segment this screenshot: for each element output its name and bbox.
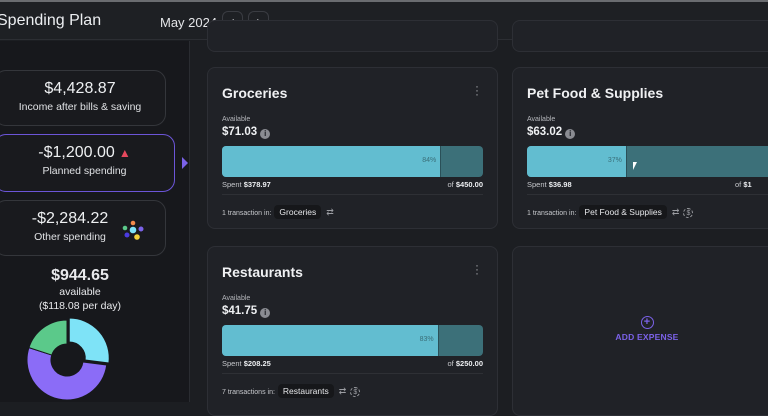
budget-card: Pet Food & Supplies Available $63.02 i 37…: [512, 67, 768, 229]
progress-fill: 37%: [527, 146, 627, 177]
budget-card: Restaurants · · · Available $41.75 i 83% Sp…: [207, 246, 498, 416]
available-amount: $63.02: [527, 126, 563, 138]
available-label: Available: [222, 116, 251, 123]
available-label: Available: [222, 295, 251, 302]
page-title: Spending Plan: [0, 12, 102, 29]
spent-amount: $36.98: [548, 180, 572, 189]
mouse-cursor-icon: [633, 162, 637, 170]
budget-text: of $1: [735, 180, 768, 189]
of-label: of: [447, 359, 454, 368]
selected-arrow-icon: [182, 157, 188, 169]
budget-amount: $1: [743, 180, 752, 189]
planned-spending-card[interactable]: -$1,200.00 ▲ Planned spending: [0, 134, 175, 192]
budget-text: of $450.00: [433, 180, 483, 189]
spent-text: Spent $208.25: [222, 359, 271, 368]
dollar-sync-icon[interactable]: $: [350, 387, 361, 397]
divider: [222, 373, 483, 374]
categories-dots-icon: [122, 220, 144, 240]
sidebar: $4,428.87 Income after bills & saving -$…: [0, 41, 190, 402]
budget-amount: $450.00: [455, 180, 483, 189]
spent-label: Spent: [222, 359, 242, 368]
info-icon[interactable]: i: [260, 308, 271, 318]
divider: [222, 194, 483, 195]
other-spending-card[interactable]: -$2,284.22 Other spending: [0, 200, 166, 256]
category-chip[interactable]: Groceries: [274, 205, 322, 219]
card-title: Groceries: [222, 85, 288, 101]
progress-bar: 83%: [222, 325, 483, 356]
spent-text: Spent $36.98: [527, 180, 572, 189]
available-label: Available: [527, 116, 556, 123]
repeat-icon[interactable]: ⇄: [338, 386, 347, 396]
add-expense-card[interactable]: + ADD EXPENSE: [512, 246, 768, 416]
spent-label: Spent: [222, 180, 242, 189]
per-day-label: ($118.08 per day): [38, 300, 122, 312]
donut-segment-planned: [28, 319, 68, 356]
income-label: Income after bills & saving: [18, 101, 142, 113]
progress-bar: 37%: [527, 146, 768, 177]
repeat-icon[interactable]: ⇄: [326, 207, 334, 217]
spent-amount: $208.25: [243, 359, 271, 368]
progress-percent: 37%: [607, 157, 622, 164]
plus-circle-icon: +: [640, 316, 654, 329]
category-chip[interactable]: Restaurants: [277, 384, 334, 398]
available-amount: $944.65: [51, 267, 109, 284]
transaction-count: 1 transaction in:: [527, 210, 577, 217]
window-edge: [0, 0, 768, 2]
category-chip[interactable]: Pet Food & Supplies: [579, 205, 667, 219]
transaction-count: 7 transactions in:: [222, 389, 275, 396]
progress-fill: 83%: [222, 325, 439, 356]
transaction-count: 1 transaction in:: [222, 210, 272, 217]
info-icon[interactable]: i: [260, 129, 271, 139]
card-title: Pet Food & Supplies: [527, 85, 664, 101]
available-label: available: [59, 286, 101, 298]
available-amount: $41.75: [222, 305, 258, 317]
more-options-icon[interactable]: · · ·: [475, 79, 479, 101]
spent-text: Spent $378.97: [222, 180, 271, 189]
repeat-icon[interactable]: ⇄: [671, 207, 680, 217]
add-expense-button[interactable]: + ADD EXPENSE: [513, 312, 768, 342]
donut-segment-other: [26, 347, 108, 401]
add-expense-label: ADD EXPENSE: [615, 332, 679, 342]
other-amount: -$2,284.22: [31, 210, 109, 227]
dollar-sync-icon[interactable]: $: [683, 208, 694, 218]
month-label: May 2024: [160, 15, 218, 30]
income-amount: $4,428.87: [44, 80, 116, 97]
warning-icon: ▲: [118, 146, 131, 160]
divider: [527, 194, 768, 195]
progress-fill: 84%: [222, 146, 442, 177]
donut-segment-available: [68, 317, 110, 364]
planned-amount: -$1,200.00: [38, 144, 115, 161]
progress-percent: 83%: [419, 336, 434, 343]
partial-card: [207, 20, 498, 52]
spent-label: Spent: [527, 180, 547, 189]
info-icon[interactable]: i: [565, 129, 576, 139]
card-title: Restaurants: [222, 264, 303, 280]
budget-amount: $250.00: [455, 359, 483, 368]
partial-card: [512, 20, 768, 52]
other-label: Other spending: [34, 231, 106, 243]
budget-text: of $250.00: [433, 359, 483, 368]
budget-card: Groceries · · · Available $71.03 i 84% Spen…: [207, 67, 498, 229]
more-options-icon[interactable]: · · ·: [475, 258, 479, 280]
of-label: of: [735, 180, 742, 189]
income-card[interactable]: $4,428.87 Income after bills & saving: [0, 70, 166, 126]
of-label: of: [447, 180, 454, 189]
donut-chart: [26, 317, 110, 401]
spent-amount: $378.97: [243, 180, 271, 189]
planned-label: Planned spending: [42, 165, 127, 177]
progress-bar: 84%: [222, 146, 483, 177]
available-amount: $71.03: [222, 126, 258, 138]
progress-percent: 84%: [422, 157, 437, 164]
